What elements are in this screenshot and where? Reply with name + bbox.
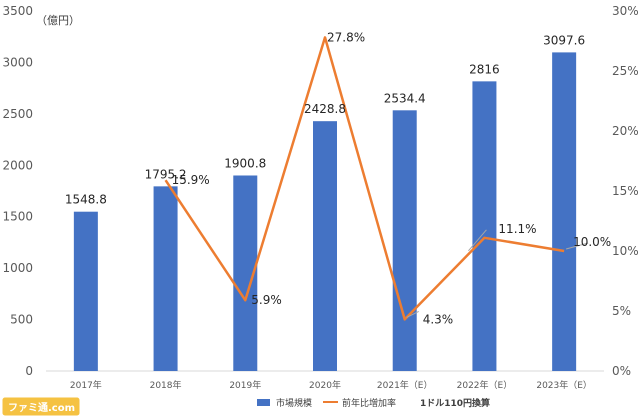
bar [73,211,98,371]
x-tick-label: 2020年 [309,379,341,391]
line-data-labels: 15.9% 5.9% 27.8% 4.3% 11.1% 10.0% [172,30,612,326]
y2-tick-label: 5% [612,304,631,318]
y-tick-label: 1000 [2,261,33,275]
line-label-leader [566,242,589,250]
y2-tick-label: 25% [612,64,639,78]
y2-tick-label: 10% [612,244,639,258]
y-tick-label: 0 [25,364,33,378]
y-tick-label: 2000 [2,158,33,172]
watermark-logo: ファミ通.com [1,396,81,417]
legend-swatch-bar [257,399,270,406]
bar-data-labels: 1548.8 1795.2 1900.8 2428.8 2534.4 2816 3097.6 [65,33,585,206]
line-data-label: 10.0% [573,235,611,249]
x-tick-label: 2017年 [70,379,102,391]
y2-tick-label: 15% [612,184,639,198]
y2-tick-label: 0% [612,364,631,378]
bar [233,175,258,371]
x-tick-label: 2022年（E） [457,379,513,391]
line-data-label: 27.8% [327,30,365,44]
x-tick-label: 2018年 [150,379,182,391]
y-axis-unit: （億円） [36,14,80,27]
bar [153,186,178,371]
y-tick-label: 3500 [2,4,33,18]
line-path [164,36,565,321]
bar-data-label: 1900.8 [224,156,266,170]
line-data-label: 4.3% [423,312,454,326]
legend-label-bar: 市場規模 [276,397,312,409]
y-tick-label: 3000 [2,55,33,69]
bar-series [73,52,577,372]
x-tick-label: 2019年 [229,379,261,391]
y-tick-label: 2500 [2,107,33,121]
x-tick-label: 2021年（E） [377,379,433,391]
bar-data-label: 2428.8 [304,102,346,116]
y-tick-label: 1500 [2,210,33,224]
line-label-leader [468,229,487,252]
bar-data-label: 3097.6 [543,33,585,47]
line-data-label: 5.9% [251,293,281,307]
bar-data-label: 1548.8 [65,193,107,207]
bar-data-label: 2534.4 [384,91,426,105]
y2-axis-ticks: 0% 5% 10% 15% 20% 25% 30% [612,4,639,378]
bar-data-label: 2816 [469,62,500,76]
line-data-label: 15.9% [172,173,210,187]
conversion-note: 1ドル110円換算 [420,397,490,409]
bar [313,121,337,371]
y-tick-label: 500 [10,313,33,327]
bar [472,81,497,372]
bar-data-label: 1795.2 [145,167,187,181]
bar [552,52,577,372]
bar [392,110,417,372]
x-tick-label: 2023年（E） [536,379,592,391]
legend-label-line: 前年比増加率 [342,397,396,409]
x-axis-ticks: 2017年 2018年 2019年 2020年 2021年（E） 2022年（E） 2023… [70,379,592,391]
y-axis-ticks: 0 500 1000 1500 2000 2500 3000 3500 [2,4,33,378]
legend: 市場規模 前年比増加率 1ドル110円換算 [257,397,490,409]
line-series [164,36,565,321]
line-label-leader [406,310,419,318]
line-data-label: 11.1% [498,222,536,236]
y2-tick-label: 30% [612,4,639,18]
y2-tick-label: 20% [612,124,639,138]
watermark-text: ファミ通.com [8,402,75,414]
